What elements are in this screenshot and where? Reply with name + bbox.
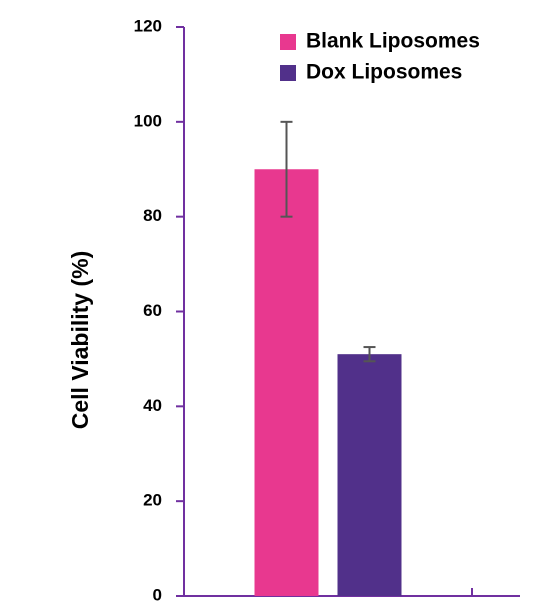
y-tick-label: 20 xyxy=(143,491,162,510)
y-tick-label: 120 xyxy=(134,16,162,35)
y-tick-label: 40 xyxy=(143,396,162,415)
error-bar xyxy=(363,346,376,363)
legend-label: Dox Liposomes xyxy=(306,61,462,84)
legend-label: Blank Liposomes xyxy=(306,30,480,53)
y-tick-label: 100 xyxy=(134,111,162,130)
y-tick-label: 80 xyxy=(143,206,162,225)
y-tick-label: 60 xyxy=(143,301,162,320)
legend-swatch xyxy=(280,65,296,81)
bar xyxy=(254,169,319,596)
bar xyxy=(337,354,402,596)
legend-swatch xyxy=(280,34,296,50)
y-tick-label: 0 xyxy=(153,585,162,604)
y-axis-label: Cell Viability (%) xyxy=(67,251,93,430)
error-bar xyxy=(280,120,293,218)
